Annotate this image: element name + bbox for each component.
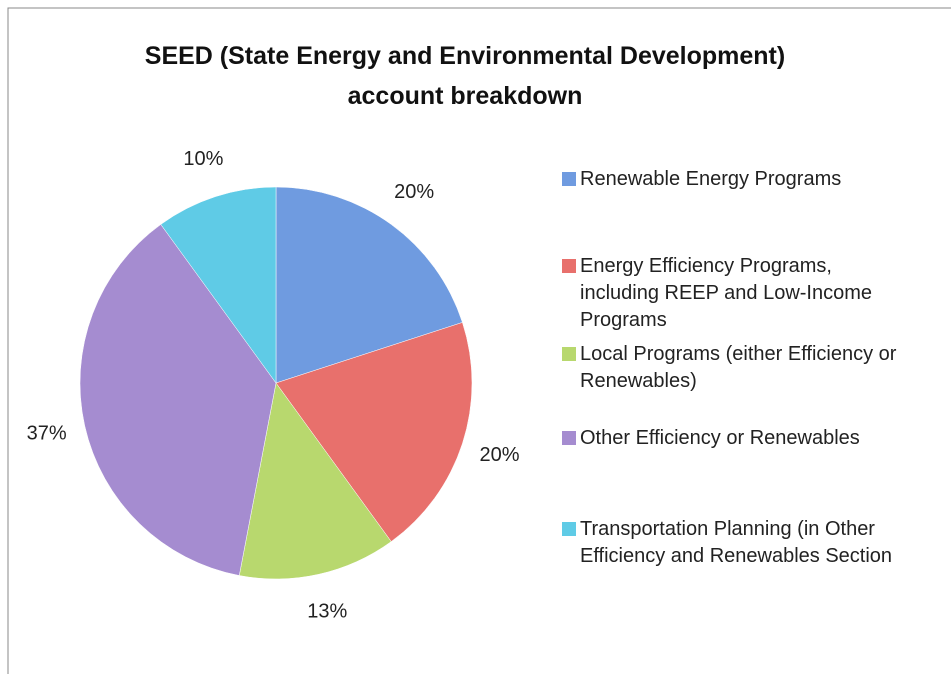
legend-entry: Energy Efficiency Programs, including RE…: [562, 253, 932, 334]
legend-label: Local Programs (either Efficiency or Ren…: [580, 343, 897, 392]
legend-swatch: [562, 172, 576, 186]
data-label: 20%: [394, 181, 434, 203]
data-label: 13%: [307, 601, 347, 623]
legend-entry: Transportation Planning (in Other Effici…: [562, 516, 932, 570]
pie-slice: [275, 322, 473, 542]
legend-entry: Local Programs (either Efficiency or Ren…: [562, 341, 932, 395]
legend-swatch: [562, 431, 576, 445]
pie-slice: [79, 224, 277, 576]
data-label: 10%: [183, 148, 223, 170]
pie-slice: [238, 382, 392, 580]
data-label: 20%: [479, 444, 519, 466]
legend-label: Other Efficiency or Renewables: [580, 427, 860, 449]
legend-swatch: [562, 347, 576, 361]
legend-swatch: [562, 522, 576, 536]
chart-border: [7, 7, 951, 674]
legend-entry: Renewable Energy Programs: [562, 166, 932, 193]
pie-slice: [160, 186, 277, 384]
data-label: 37%: [27, 423, 67, 445]
chart-title: SEED (State Energy and Environmental Dev…: [144, 42, 786, 110]
legend-entry: Other Efficiency or Renewables: [562, 425, 932, 452]
legend-swatch: [562, 259, 576, 273]
legend-label: Energy Efficiency Programs, including RE…: [580, 255, 873, 331]
legend-label: Transportation Planning (in Other Effici…: [580, 518, 893, 567]
pie-slice: [275, 186, 463, 384]
legend-label: Renewable Energy Programs: [580, 168, 842, 190]
